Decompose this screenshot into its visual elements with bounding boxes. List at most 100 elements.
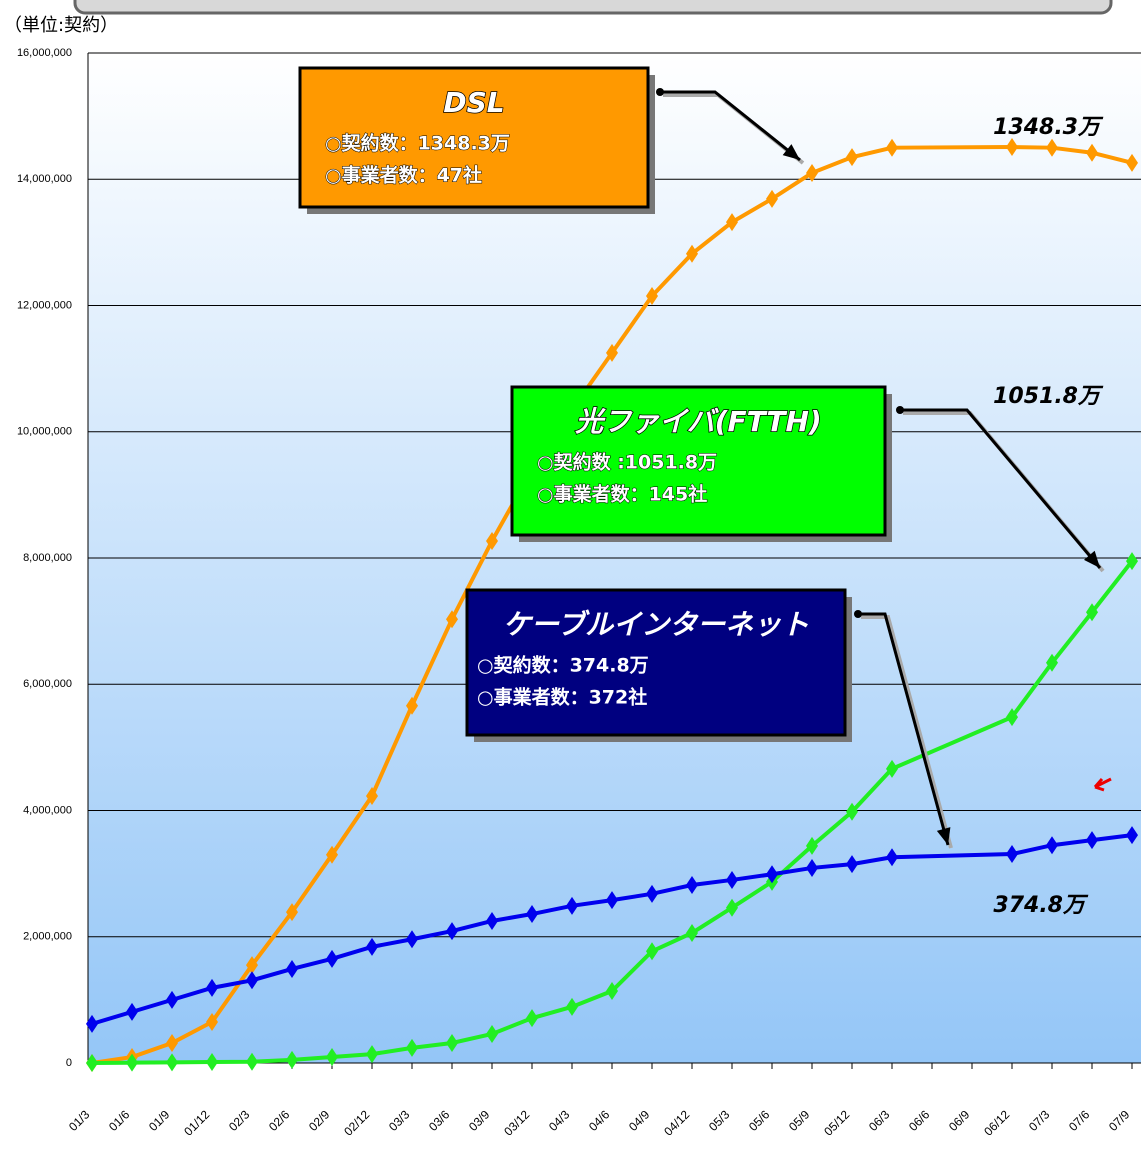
x-tick-label: 07/3 [1026,1107,1053,1134]
marker [366,786,378,805]
marker [86,1014,98,1033]
callout-dot [854,610,862,618]
end-label: 374.8万 [993,893,1089,918]
x-tick-label: 01/9 [146,1107,173,1134]
x-tick-label: 02/3 [226,1107,253,1134]
marker [206,1053,218,1072]
marker [326,845,338,864]
marker [526,905,538,924]
marker [846,855,858,874]
marker [846,148,858,167]
marker [286,1050,298,1069]
arrow-head [936,827,951,845]
callout-dot [896,406,904,414]
y-tick-label: 16,000,000 [17,47,72,59]
marker [1126,826,1138,845]
marker [126,1002,138,1021]
x-tick-label: 07/9 [1106,1107,1133,1134]
y-tick-label: 10,000,000 [17,426,72,438]
marker [806,836,818,855]
callout-arrow [660,90,801,162]
y-tick-label: 12,000,000 [17,299,72,311]
x-tick-label: 04/6 [586,1107,613,1134]
x-tick-label: 03/12 [501,1107,532,1138]
marker [686,875,698,894]
marker [166,1033,178,1052]
marker [446,922,458,941]
x-tick-label: 05/6 [746,1107,773,1134]
x-tick-label: 03/9 [466,1107,493,1134]
marker [806,163,818,182]
marker [646,287,658,306]
callout-box [465,588,847,737]
x-tick-label: 01/3 [66,1107,93,1134]
marker [326,949,338,968]
marker [726,898,738,917]
callout-title: ケーブルインターネット [503,608,809,641]
end-label: 1348.3万 [993,115,1104,140]
marker [646,884,658,903]
marker [246,1052,258,1071]
callout-box [298,66,650,209]
marker [606,982,618,1001]
x-tick-label: 01/12 [181,1107,212,1138]
marker [1126,153,1138,172]
marker [246,956,258,975]
marker [446,1033,458,1052]
marker [206,1012,218,1031]
marker [1006,138,1018,157]
marker [366,937,378,956]
x-tick-label: 02/12 [341,1107,372,1138]
marker [526,1009,538,1028]
x-tick-label: 04/3 [546,1107,573,1134]
x-tick-label: 04/12 [661,1107,692,1138]
x-tick-label: 03/6 [426,1107,453,1134]
x-tick-label: 06/9 [946,1107,973,1134]
marker [886,759,898,778]
callout-box [510,385,887,537]
marker [406,930,418,949]
y-tick-label: 14,000,000 [17,173,72,185]
marker [286,903,298,922]
callout-arrow [900,408,1102,569]
red-arrow [1093,777,1112,792]
x-tick-label: 06/6 [906,1107,933,1134]
y-tick-label: 2,000,000 [23,931,72,943]
x-tick-label: 07/6 [1066,1107,1093,1134]
marker [166,990,178,1009]
marker [326,1048,338,1067]
x-tick-label: 06/12 [981,1107,1012,1138]
marker [286,959,298,978]
marker [486,531,498,550]
top-banner [73,0,1113,15]
callout-arrow-shadow [861,615,953,849]
marker [566,896,578,915]
y-tick-label: 4,000,000 [23,804,72,816]
marker [726,870,738,889]
callout-arrow [858,612,950,846]
marker [486,911,498,930]
marker [766,865,778,884]
x-tick-label: 02/9 [306,1107,333,1134]
x-tick-label: 03/3 [386,1107,413,1134]
y-tick-label: 6,000,000 [23,678,72,690]
callout-dot [656,88,664,96]
marker [606,891,618,910]
marker [1046,138,1058,157]
x-tick-label: 02/6 [266,1107,293,1134]
x-tick-label: 05/3 [706,1107,733,1134]
marker [1086,831,1098,850]
marker [166,1053,178,1072]
marker [1006,845,1018,864]
callout-title: 光ファイバ(FTTH) [574,405,821,438]
marker [606,343,618,362]
callout-line: ○契約数：1348.3万 [325,132,510,155]
marker [846,802,858,821]
arrow-head [782,144,800,160]
x-tick-label: 01/6 [106,1107,133,1134]
marker [1086,143,1098,162]
marker [766,189,778,208]
marker [486,1024,498,1043]
callout-line: ○事業者数：372社 [477,686,647,709]
